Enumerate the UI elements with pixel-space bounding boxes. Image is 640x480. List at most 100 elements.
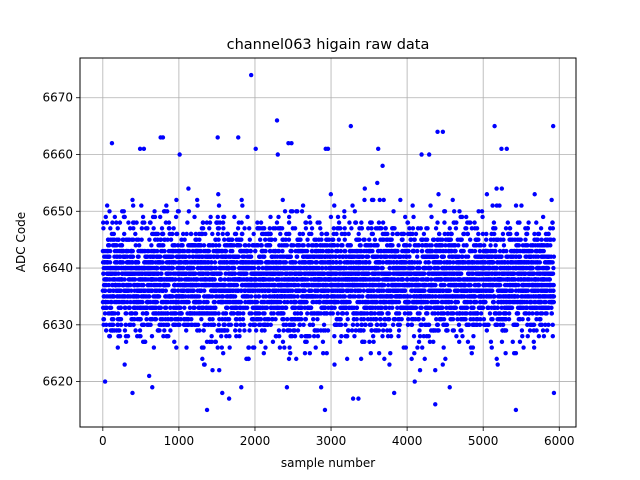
data-point	[121, 209, 127, 214]
data-point	[454, 220, 459, 225]
data-point	[281, 311, 286, 316]
data-point	[180, 243, 185, 248]
data-point	[173, 214, 179, 220]
data-point	[309, 231, 314, 237]
data-point	[338, 260, 343, 265]
data-point	[235, 226, 241, 231]
data-point	[311, 316, 316, 322]
data-point	[467, 237, 473, 242]
data-point	[127, 305, 132, 310]
data-point	[130, 254, 136, 259]
data-point	[108, 305, 114, 310]
data-point	[251, 265, 257, 271]
data-point	[210, 231, 215, 237]
data-point	[479, 311, 484, 316]
data-point	[282, 345, 287, 350]
data-point	[472, 248, 478, 254]
data-point	[128, 299, 133, 305]
data-point	[206, 248, 212, 254]
data-point	[422, 271, 427, 276]
data-point	[134, 220, 139, 225]
data-point	[125, 299, 130, 305]
data-point	[342, 209, 347, 214]
data-point	[130, 203, 136, 208]
data-point	[170, 294, 175, 299]
data-point	[253, 248, 258, 254]
data-point	[331, 237, 336, 242]
data-point	[168, 328, 173, 333]
data-point	[216, 192, 221, 197]
data-point	[173, 311, 179, 316]
data-point	[284, 243, 290, 248]
data-point	[407, 254, 412, 259]
data-point	[128, 282, 133, 288]
data-point	[370, 248, 375, 254]
data-point	[286, 356, 292, 362]
data-point	[454, 333, 459, 339]
data-point	[136, 243, 142, 248]
data-point	[115, 345, 121, 350]
data-point	[140, 214, 146, 220]
data-point	[464, 243, 469, 248]
data-point	[292, 226, 298, 231]
data-point	[132, 277, 138, 282]
data-point	[290, 209, 295, 214]
data-point	[225, 328, 230, 333]
data-point	[416, 316, 422, 322]
data-point	[222, 322, 227, 328]
data-point	[138, 316, 143, 322]
data-point	[417, 328, 422, 333]
data-point	[382, 356, 387, 362]
data-point	[199, 316, 204, 322]
data-point	[431, 339, 436, 345]
data-point	[103, 328, 109, 333]
data-point	[107, 333, 113, 339]
data-point	[116, 271, 121, 276]
data-point	[132, 316, 137, 322]
data-point	[315, 333, 321, 339]
data-point	[465, 339, 471, 345]
data-point	[240, 231, 245, 237]
data-point	[167, 226, 172, 231]
data-point	[229, 237, 235, 242]
data-point	[212, 299, 218, 305]
data-point	[208, 214, 213, 220]
data-point	[159, 271, 164, 276]
data-point	[117, 333, 123, 339]
data-point	[395, 248, 400, 254]
data-point	[241, 322, 247, 328]
data-point	[195, 203, 200, 208]
data-point	[381, 328, 386, 333]
data-point	[317, 220, 322, 225]
data-point	[282, 209, 288, 214]
data-point	[122, 214, 127, 220]
data-point	[239, 197, 244, 203]
data-point	[299, 333, 304, 339]
data-point	[402, 214, 408, 220]
data-point	[380, 220, 386, 225]
data-point	[338, 226, 343, 231]
data-point	[133, 328, 138, 333]
data-point	[213, 339, 219, 345]
data-point	[456, 243, 461, 248]
data-point	[470, 345, 476, 350]
data-point	[117, 328, 122, 333]
data-point	[247, 237, 253, 242]
data-point	[387, 362, 392, 367]
data-point	[221, 226, 226, 231]
data-point	[410, 265, 416, 271]
data-point	[349, 226, 354, 231]
data-point	[192, 214, 197, 220]
data-point	[419, 305, 424, 310]
data-point	[469, 351, 474, 356]
data-point	[277, 345, 283, 350]
data-point	[371, 339, 376, 345]
data-point	[303, 220, 309, 225]
data-point	[371, 197, 376, 203]
data-point	[164, 209, 170, 214]
data-point	[164, 203, 169, 208]
data-point	[355, 322, 360, 328]
data-point	[343, 322, 348, 328]
data-point	[103, 214, 108, 220]
